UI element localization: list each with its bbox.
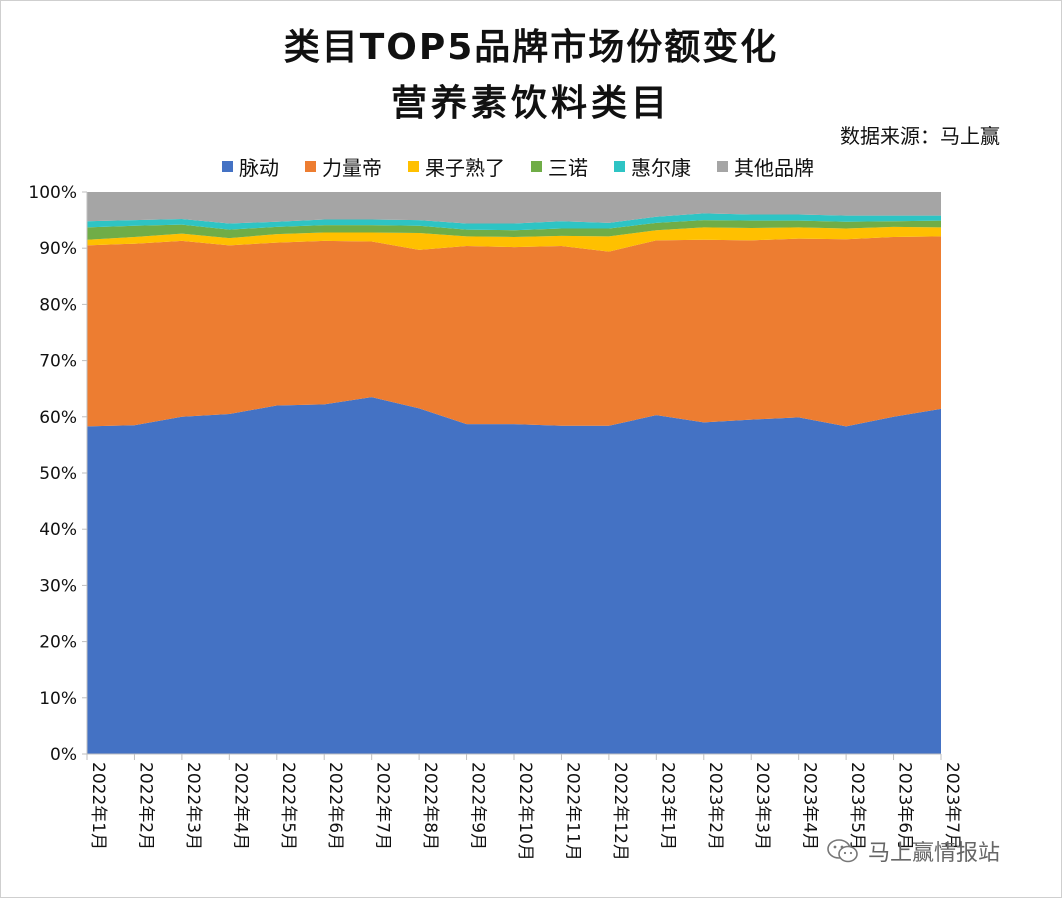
x-tick-label: 2022年9月	[468, 762, 488, 850]
legend-label: 三诺	[548, 155, 588, 180]
area-series-4	[87, 220, 941, 240]
x-tick-label: 2022年4月	[230, 762, 250, 850]
area-series-1	[87, 397, 941, 754]
y-tick-label: 10%	[39, 689, 77, 709]
data-source-note: 数据来源：马上赢	[840, 124, 1000, 148]
x-tick-label: 2023年2月	[705, 762, 725, 850]
legend-item: 三诺	[531, 152, 588, 181]
x-tick-label: 2022年1月	[88, 762, 108, 850]
area-series-3	[87, 226, 941, 252]
x-tick-label: 2023年6月	[895, 762, 915, 850]
legend-item: 惠尔康	[614, 152, 691, 181]
area-series-2	[87, 236, 941, 427]
x-tick-label: 2022年3月	[183, 762, 203, 850]
x-tick-label: 2022年7月	[373, 762, 393, 850]
x-tick-label: 2023年7月	[942, 762, 962, 850]
y-tick-label: 20%	[39, 633, 77, 653]
chart-legend: 脉动 力量帝 果子熟了 三诺 惠尔康 其他品牌	[222, 151, 840, 181]
legend-swatch	[408, 160, 419, 172]
legend-label: 力量帝	[322, 155, 382, 180]
legend-label: 惠尔康	[631, 155, 691, 180]
y-tick-label: 70%	[39, 352, 77, 372]
legend-swatch	[717, 160, 728, 172]
legend-item: 其他品牌	[717, 152, 814, 181]
y-tick-label: 90%	[39, 239, 77, 259]
y-tick-label: 30%	[39, 576, 77, 596]
x-tick-label: 2022年8月	[420, 762, 440, 850]
legend-swatch	[305, 160, 316, 172]
y-tick-label: 50%	[39, 464, 77, 484]
area-series-5	[87, 213, 941, 231]
watermark-text: 马上赢情报站	[868, 841, 1001, 866]
area-series-6	[87, 192, 941, 224]
watermark: 马上赢情报站	[826, 834, 1000, 868]
chart-subtitle: 营养素饮料类目	[390, 83, 671, 124]
x-tick-label: 2023年4月	[800, 762, 820, 850]
legend-item: 果子熟了	[408, 152, 505, 181]
legend-item: 力量帝	[305, 152, 382, 181]
chart-title: 类目TOP5品牌市场份额变化	[283, 27, 779, 68]
legend-swatch	[614, 160, 625, 172]
legend-swatch	[531, 160, 542, 172]
x-tick-label: 2022年12月	[610, 762, 630, 861]
legend-label: 果子熟了	[425, 155, 505, 180]
x-tick-label: 2023年5月	[847, 762, 867, 850]
x-tick-label: 2022年6月	[325, 762, 345, 850]
x-tick-label: 2023年3月	[752, 762, 772, 850]
y-tick-label: 60%	[39, 408, 77, 428]
wechat-icon	[827, 839, 858, 863]
y-tick-label: 80%	[39, 295, 77, 315]
x-tick-label: 2022年5月	[278, 762, 298, 850]
legend-item: 脉动	[222, 152, 279, 181]
x-tick-label: 2023年1月	[657, 762, 677, 850]
legend-swatch	[222, 160, 233, 172]
legend-label: 脉动	[239, 155, 279, 180]
x-tick-label: 2022年2月	[135, 762, 155, 850]
legend-label: 其他品牌	[734, 155, 814, 180]
x-tick-label: 2022年11月	[562, 762, 582, 861]
y-tick-label: 40%	[39, 520, 77, 540]
y-tick-label: 0%	[50, 745, 77, 765]
y-tick-label: 100%	[28, 183, 77, 203]
x-tick-label: 2022年10月	[515, 762, 535, 861]
